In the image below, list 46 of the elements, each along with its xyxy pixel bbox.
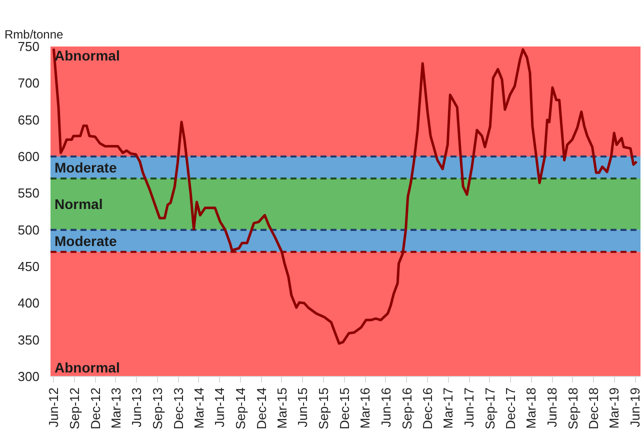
x-tick-label: Sep-12	[67, 388, 82, 430]
x-tick-label: Dec-12	[88, 387, 103, 430]
band-label: Moderate	[54, 232, 117, 249]
x-tick-label: Mar-15	[274, 387, 290, 429]
y-tick-label: 350	[18, 332, 40, 348]
x-tick-label: Dec-13	[170, 387, 186, 430]
x-tick-label: Mar-17	[440, 387, 456, 429]
y-axis-title: Rmb/tonne	[4, 28, 64, 42]
x-tick-label: Sep-13	[150, 388, 166, 430]
band-label: Moderate	[54, 160, 117, 176]
y-tick-label: 700	[18, 76, 40, 91]
y-tick-label: 300	[18, 369, 40, 384]
x-tick-label: Mar-19	[606, 387, 622, 429]
x-tick-label: Sep-15	[316, 388, 332, 430]
x-tick-label: Jun-18	[544, 388, 560, 428]
x-tick-label: Jun-16	[378, 388, 394, 428]
x-tick-label: Mar-18	[524, 387, 539, 429]
x-tick-label: Dec-18	[586, 387, 602, 430]
band-label: Abnormal	[54, 360, 120, 376]
x-tick-label: Jun-17	[462, 388, 477, 428]
x-tick-label: Jun-12	[46, 388, 62, 428]
x-tick-label: Mar-16	[358, 387, 373, 429]
x-tick-label: Sep-17	[482, 388, 498, 430]
y-tick-label: 750	[18, 39, 40, 54]
x-tick-label: Dec-15	[336, 387, 352, 430]
x-tick-label: Jun-13	[129, 388, 144, 428]
x-tick-label: Sep-18	[565, 388, 580, 430]
y-tick-label: 600	[18, 149, 40, 164]
x-tick-label: Jun-15	[295, 388, 310, 428]
x-tick-label: Dec-14	[254, 387, 269, 430]
band-label: Normal	[54, 196, 103, 212]
x-tick-label: Sep-16	[399, 388, 414, 430]
y-tick-label: 400	[18, 296, 40, 311]
x-tick-label: Jun-14	[212, 388, 228, 428]
x-tick-label: Mar-13	[108, 387, 124, 429]
y-tick-label: 650	[18, 112, 40, 128]
y-tick-label: 500	[18, 222, 40, 238]
y-tick-label: 450	[18, 259, 40, 274]
x-tick-label: Sep-14	[233, 388, 248, 430]
x-tick-label: Dec-16	[420, 387, 436, 430]
x-tick-label: Jun-19	[628, 388, 643, 428]
x-tick-label: Dec-17	[503, 387, 518, 430]
y-tick-label: 550	[18, 186, 40, 201]
x-tick-label: Mar-14	[191, 387, 206, 429]
band-label: Abnormal	[54, 47, 120, 64]
line-series	[52, 47, 638, 345]
